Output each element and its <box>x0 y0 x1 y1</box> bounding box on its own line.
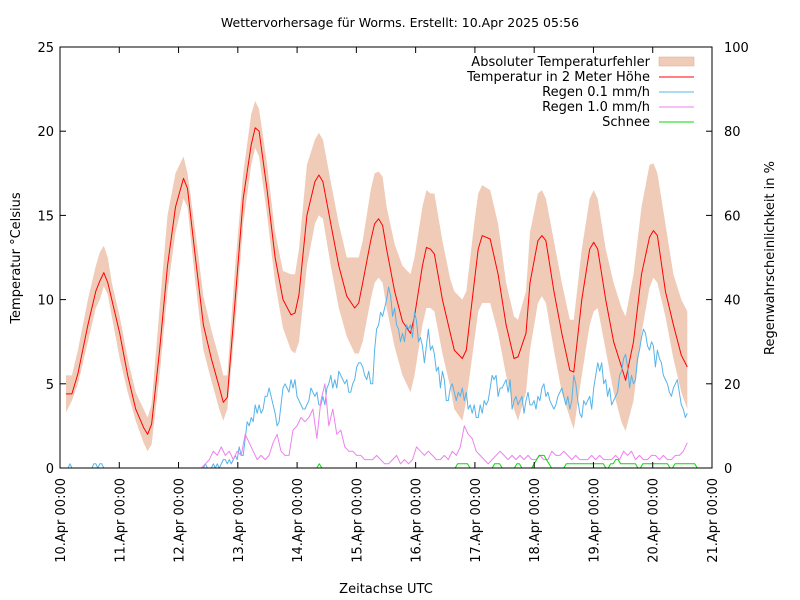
y2-tick-label: 60 <box>724 209 741 224</box>
x-tick-label: 14.Apr 00:00 <box>291 478 306 563</box>
x-tick-label: 10.Apr 00:00 <box>54 478 69 563</box>
legend-item-rain-10: Regen 1.0 mm/h <box>542 100 694 115</box>
x-axis: 10.Apr 00:00 11.Apr 00:00 12.Apr 00:00 13.A… <box>54 47 721 563</box>
x-tick-label: 16.Apr 00:00 <box>410 478 425 563</box>
x-tick-label: 15.Apr 00:00 <box>350 478 365 563</box>
legend-item-temperature: Temperatur in 2 Meter Höhe <box>466 70 694 85</box>
x-tick-label: 17.Apr 00:00 <box>469 478 484 563</box>
x-tick-label: 12.Apr 00:00 <box>173 478 188 563</box>
y-tick-label: 20 <box>37 125 54 140</box>
legend-label: Absoluter Temperaturfehler <box>471 55 650 70</box>
y-tick-label: 15 <box>37 209 54 224</box>
legend-item-temperature-error: Absoluter Temperaturfehler <box>471 55 695 70</box>
y2-axis-title: Regenwahrscheinlichkeit in % <box>763 161 778 355</box>
temperature-line <box>66 127 688 435</box>
x-axis-title: Zeitachse UTC <box>339 582 433 597</box>
y-axis-left: 0 5 10 15 20 25 <box>37 41 66 477</box>
legend-item-rain-01: Regen 0.1 mm/h <box>542 85 694 100</box>
y2-tick-label: 80 <box>724 125 741 140</box>
rain-10-probability-line <box>201 383 688 469</box>
y-tick-label: 5 <box>46 378 54 393</box>
y2-tick-label: 100 <box>724 41 749 56</box>
chart-title: Wettervorhersage für Worms. Erstellt: 10… <box>221 15 579 30</box>
y-tick-label: 0 <box>46 462 54 477</box>
y2-tick-label: 0 <box>724 462 732 477</box>
legend-label: Temperatur in 2 Meter Höhe <box>466 70 650 85</box>
x-tick-label: 19.Apr 00:00 <box>587 478 602 563</box>
x-tick-label: 13.Apr 00:00 <box>232 478 247 563</box>
legend-label: Regen 1.0 mm/h <box>542 100 650 115</box>
y-tick-label: 25 <box>37 41 54 56</box>
legend-label: Schnee <box>602 115 650 130</box>
x-tick-label: 21.Apr 00:00 <box>706 478 721 563</box>
legend-item-snow: Schnee <box>602 115 694 130</box>
x-tick-label: 11.Apr 00:00 <box>113 478 128 563</box>
y-axis-title: Temperatur °Celsius <box>9 192 24 325</box>
x-tick-label: 20.Apr 00:00 <box>647 478 662 563</box>
y-axis-right: 0 20 40 60 80 100 <box>706 41 749 477</box>
legend-swatch-band <box>658 56 695 67</box>
y2-tick-label: 40 <box>724 294 741 309</box>
temperature-error-band <box>66 100 688 452</box>
legend-label: Regen 0.1 mm/h <box>542 85 650 100</box>
y-tick-label: 10 <box>37 294 54 309</box>
plot-frame <box>59 46 713 469</box>
x-tick-label: 18.Apr 00:00 <box>528 478 543 563</box>
y2-tick-label: 20 <box>724 378 741 393</box>
legend: Absoluter Temperaturfehler Temperatur in… <box>466 55 695 130</box>
